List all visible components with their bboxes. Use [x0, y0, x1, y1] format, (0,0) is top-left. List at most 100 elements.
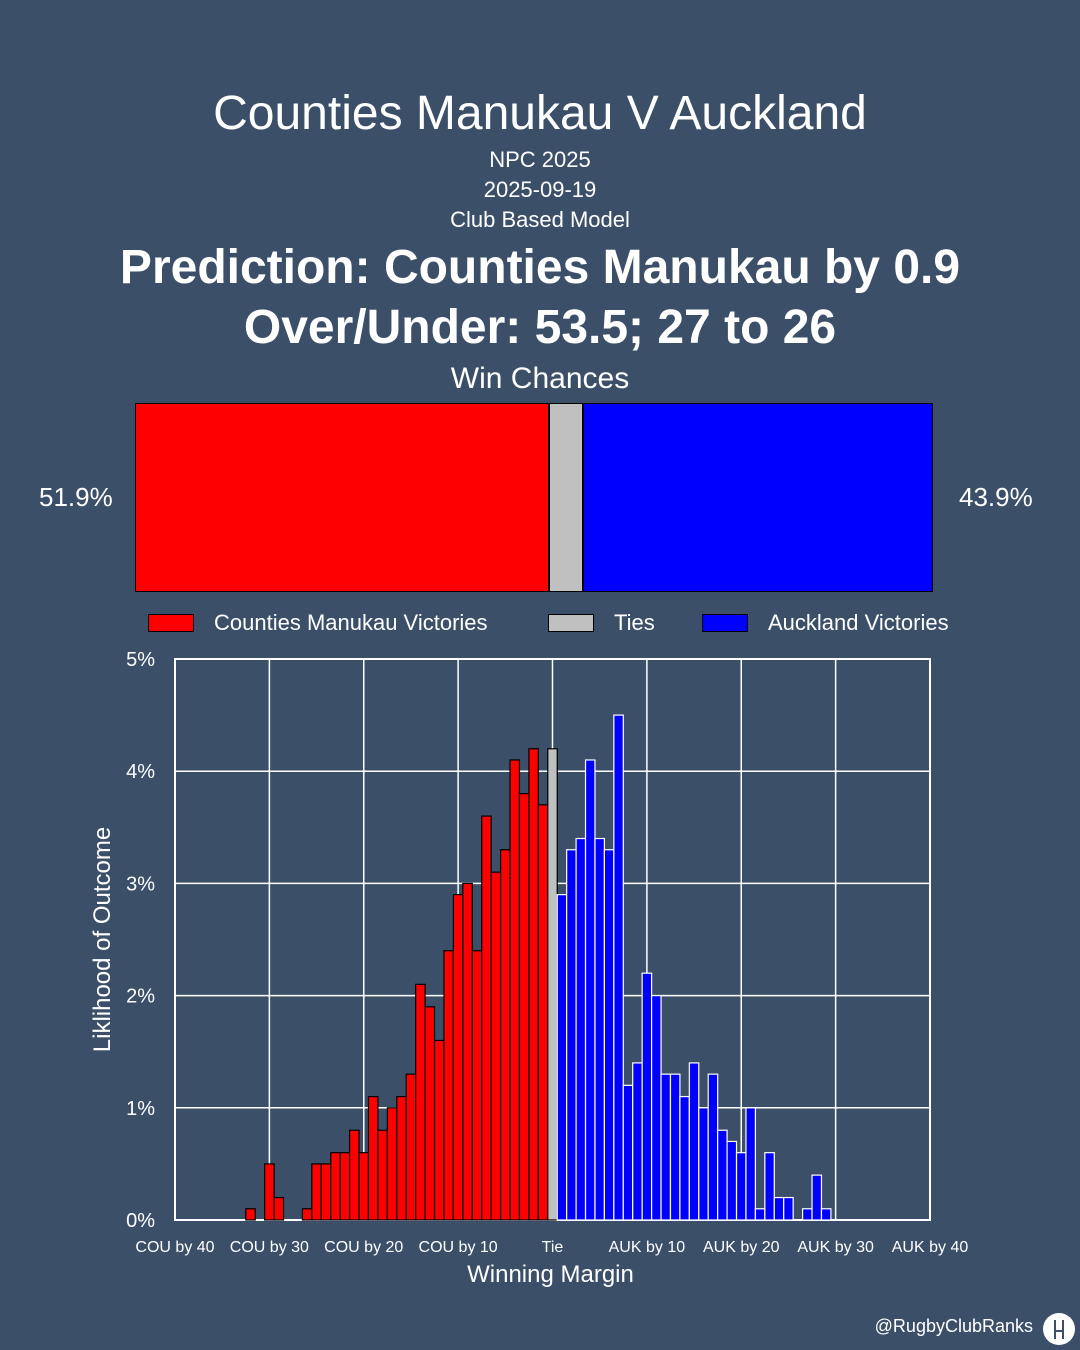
histogram-bar [396, 1095, 407, 1221]
histogram-bar [641, 972, 653, 1221]
histogram-bar [650, 995, 662, 1221]
win-chances-bar [135, 403, 933, 592]
x-tick-label: COU by 40 [135, 1239, 214, 1256]
x-axis-title: Winning Margin [467, 1261, 634, 1288]
margin-histogram: COU by 40 COU by 30 COU by 20 COU by 10 Tie A… [89, 649, 969, 1288]
histogram-bar [481, 815, 492, 1221]
histogram-bar [264, 1163, 275, 1221]
histogram-bar [462, 882, 473, 1221]
chart-title: Counties Manukau V Auckland [213, 87, 867, 140]
histogram-bar [754, 1208, 766, 1221]
histogram-bar [584, 759, 596, 1221]
legend: Counties Manukau Victories Ties Auckland… [0, 610, 1080, 642]
y-tick-label: 2% [126, 986, 155, 1008]
histogram-bar [245, 1208, 256, 1221]
x-tick-label: AUK by 20 [703, 1239, 780, 1256]
x-tick-label: AUK by 30 [797, 1239, 874, 1256]
histogram-bar [273, 1196, 285, 1221]
x-tick-label: Tie [542, 1239, 564, 1256]
legend-swatch-tie [548, 614, 594, 632]
histogram-bar [518, 793, 530, 1221]
y-tick-label: 1% [126, 1098, 155, 1120]
histogram-bar [490, 871, 502, 1221]
y-tick-label: 0% [126, 1210, 155, 1232]
competition-label: NPC 2025 [489, 147, 591, 172]
histogram-bar [764, 1152, 775, 1221]
x-tick-label: COU by 30 [230, 1239, 309, 1256]
histogram-bar [783, 1196, 794, 1221]
histogram-bar [698, 1107, 709, 1221]
histogram-bar [471, 950, 483, 1221]
histogram-bar [735, 1152, 747, 1221]
home-win-pct-label: 51.9% [39, 482, 113, 512]
histogram-bar [603, 849, 615, 1221]
histogram-bar [386, 1107, 398, 1221]
legend-label-home: Counties Manukau Victories [214, 610, 488, 635]
histogram-bar [820, 1208, 832, 1221]
histogram-bar [377, 1129, 388, 1221]
y-tick-label: 5% [126, 649, 155, 671]
legend-label-away: Auckland Victories [768, 610, 949, 635]
histogram-bar [566, 849, 577, 1221]
histogram-bar [556, 894, 568, 1221]
prediction-headline: Prediction: Counties Manukau by 0.9 [119, 241, 961, 294]
rugby-posts-icon [1043, 1313, 1075, 1345]
histogram-bar [330, 1152, 341, 1221]
histogram-bar [424, 1006, 436, 1221]
histogram-bar [717, 1129, 728, 1221]
histogram-bar [811, 1174, 823, 1221]
home-win-segment [135, 403, 550, 592]
legend-swatch-home [148, 614, 194, 632]
histogram-bar [348, 1129, 360, 1221]
histogram-bar [745, 1107, 757, 1221]
histogram-bar [358, 1152, 370, 1221]
x-tick-label: COU by 10 [419, 1239, 498, 1256]
over-under-headline: Over/Under: 53.5; 27 to 26 [243, 301, 837, 354]
histogram-bar [632, 1062, 643, 1221]
histogram-bar [622, 1084, 634, 1221]
histogram-bar [367, 1095, 379, 1221]
histogram-bar [594, 837, 606, 1221]
away-win-segment [582, 403, 933, 592]
histogram-bar [726, 1140, 738, 1221]
histogram-bar [443, 950, 455, 1221]
histogram-bar [801, 1208, 813, 1221]
legend-label-tie: Ties [614, 610, 655, 635]
histogram-bar [773, 1196, 785, 1221]
x-tick-label: COU by 20 [324, 1239, 403, 1256]
histogram-bar [528, 748, 539, 1221]
twitter-handle: @RugbyClubRanks [874, 1316, 1033, 1336]
histogram-bar [679, 1095, 690, 1221]
histogram-bar [547, 748, 558, 1221]
histogram-bar [405, 1073, 417, 1221]
histogram-bar [688, 1062, 700, 1221]
histogram-bar [707, 1073, 719, 1221]
away-win-pct-label: 43.9% [959, 482, 1033, 512]
histogram-bar [339, 1152, 351, 1221]
histogram-bar [415, 983, 426, 1221]
histogram-bar [660, 1073, 672, 1221]
histogram-bar [499, 849, 511, 1221]
histogram-bar [575, 837, 587, 1221]
legend-item-tie: Ties [548, 610, 655, 636]
histogram-bar [301, 1208, 313, 1221]
y-axis-title: Liklihood of Outcome [89, 827, 116, 1052]
tie-segment [549, 403, 583, 592]
x-tick-label: AUK by 10 [609, 1239, 686, 1256]
y-tick-label: 3% [126, 873, 155, 895]
model-label: Club Based Model [450, 207, 630, 232]
legend-swatch-away [702, 614, 748, 632]
histogram-bar [452, 894, 464, 1221]
histogram-bar [537, 804, 549, 1221]
x-tick-label: AUK by 40 [892, 1239, 969, 1256]
win-chances-title: Win Chances [450, 362, 630, 395]
match-date: 2025-09-19 [483, 177, 597, 202]
histogram-bar [320, 1163, 332, 1221]
histogram-bar [311, 1163, 322, 1221]
legend-item-away: Auckland Victories [702, 610, 949, 636]
histogram-bar [509, 759, 521, 1221]
histogram-bar [433, 1039, 445, 1221]
legend-item-home: Counties Manukau Victories [148, 610, 488, 636]
histogram-bar [669, 1073, 681, 1221]
y-tick-label: 4% [126, 761, 155, 783]
